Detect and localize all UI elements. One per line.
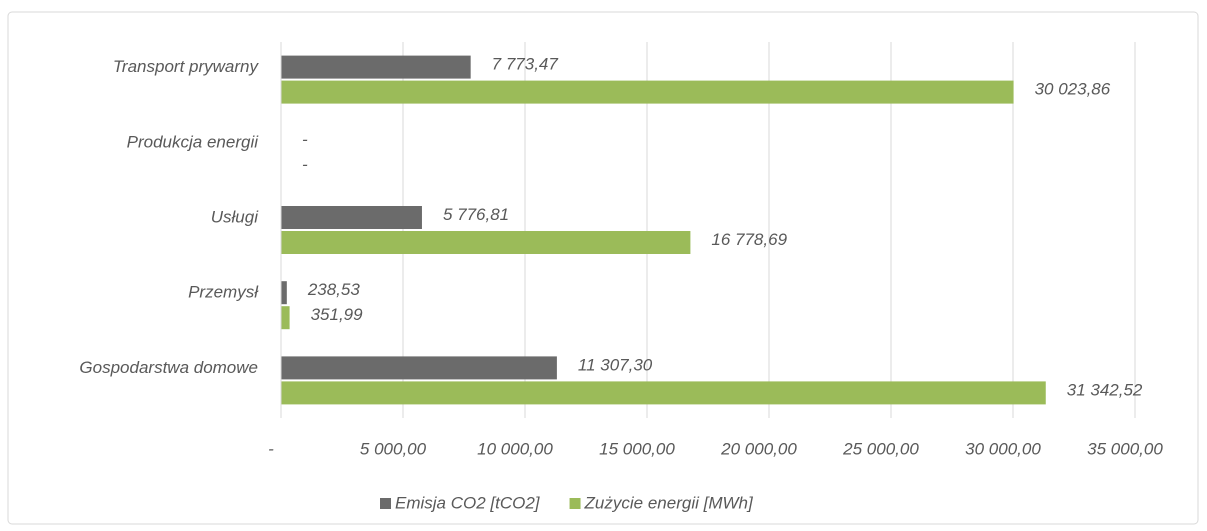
bar [281,281,287,305]
value-label: 238,53 [307,280,361,299]
legend-swatch [380,498,391,509]
bar [281,80,1014,104]
legend-label: Emisja CO2 [tCO2] [395,493,541,512]
x-tick-label: 25 000,00 [842,439,919,458]
value-label: 11 307,30 [578,355,653,374]
legend-swatch [569,498,581,509]
x-tick-label: 15 000,00 [599,439,675,458]
value-label: - [302,155,308,174]
value-label: 16 778,69 [711,230,787,249]
value-label: 5 776,81 [443,205,509,224]
x-tick-label: 35 000,00 [1087,439,1163,458]
y-tick-label: Produkcja energii [127,132,260,151]
x-tick-label: 30 000,00 [965,439,1041,458]
value-label: - [302,130,308,149]
bar [281,306,290,330]
value-label: 31 342,52 [1067,380,1143,399]
bar [281,381,1046,405]
x-tick-label: - [268,439,274,458]
x-tick-label: 5 000,00 [360,439,427,458]
y-tick-label: Gospodarstwa domowe [79,358,258,377]
bar [281,356,557,380]
value-label: 351,99 [311,305,364,324]
y-tick-label: Transport prywarny [113,57,260,76]
value-label: 7 773,47 [492,55,559,74]
legend-label: Zużycie energii [MWh] [584,493,754,512]
bar [281,231,691,254]
y-tick-label: Przemysł [188,283,259,302]
y-tick-label: Usługi [211,207,259,226]
x-tick-label: 10 000,00 [477,439,553,458]
x-tick-label: 20 000,00 [720,439,797,458]
bar [281,206,422,229]
value-label: 30 023,86 [1035,80,1111,99]
bar [281,55,471,79]
